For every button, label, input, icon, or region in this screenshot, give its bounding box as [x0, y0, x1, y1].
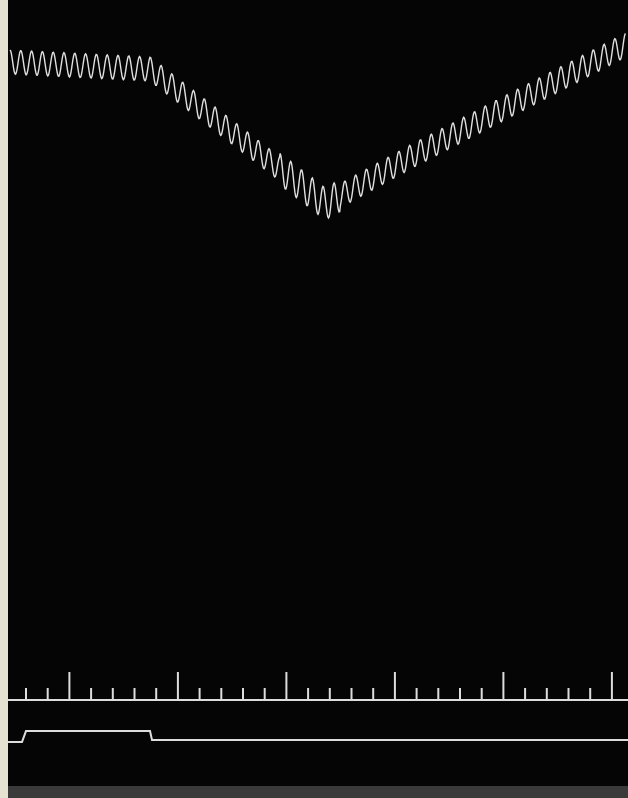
time-ticks [25, 672, 613, 700]
bottom-edge [8, 786, 628, 798]
signal-trace [8, 730, 628, 743]
smoked-paper [8, 0, 628, 798]
respiration-trace [9, 33, 626, 220]
